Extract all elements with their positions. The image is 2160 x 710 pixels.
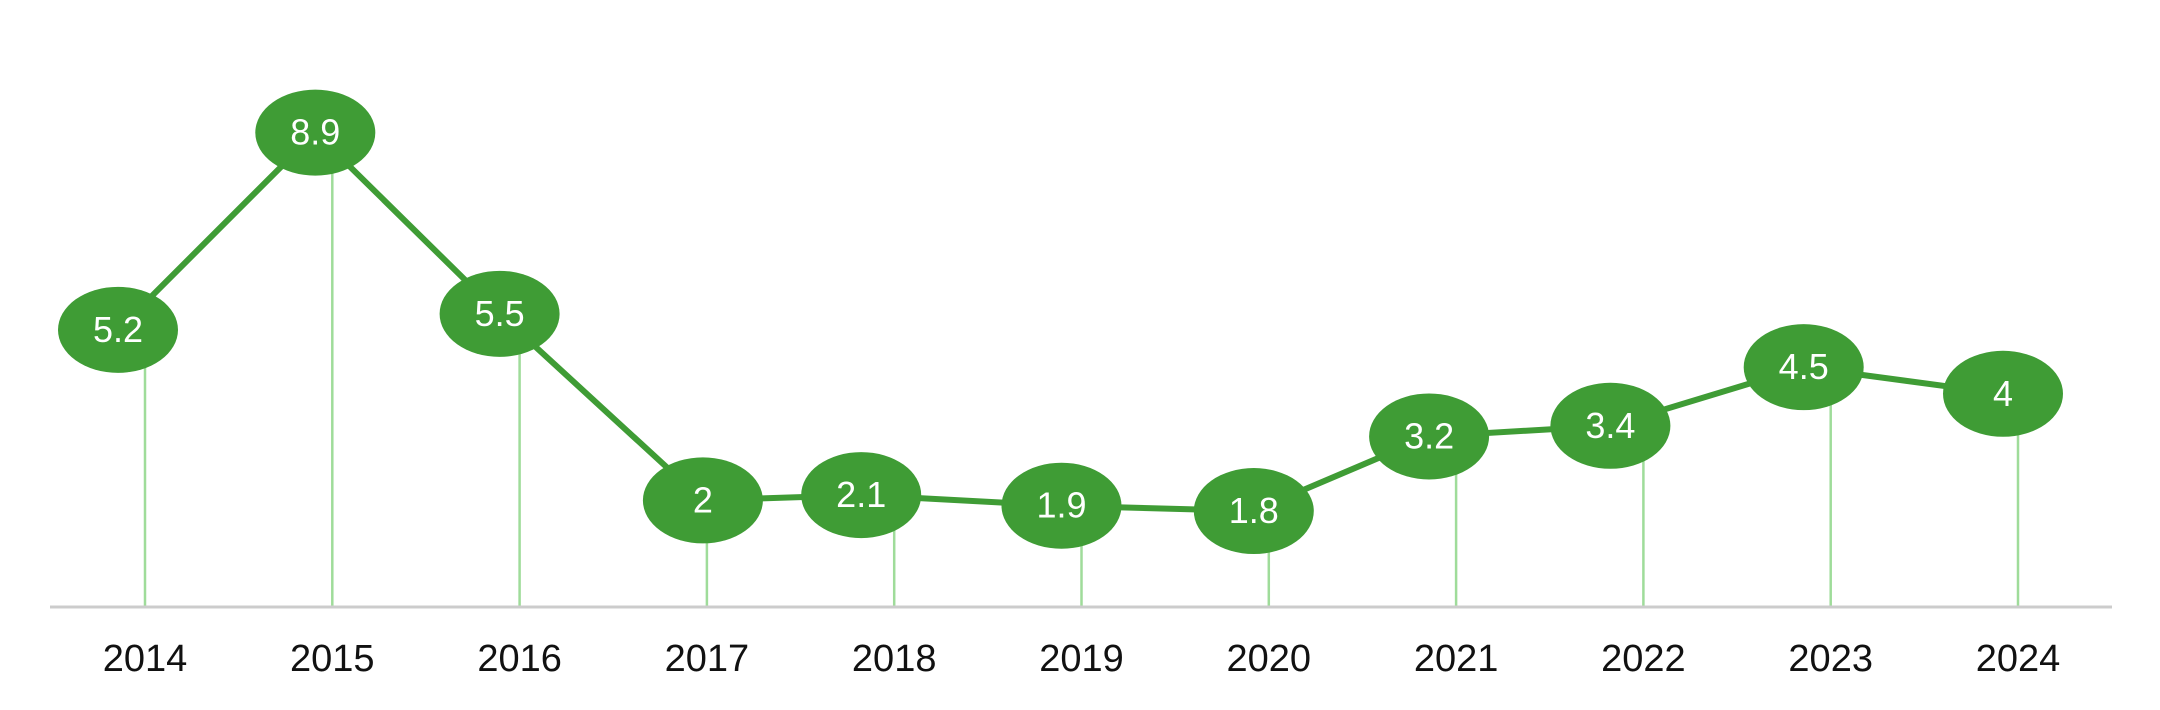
x-tick-label-2019: 2019: [1039, 638, 1124, 680]
data-point-2021: [1369, 393, 1490, 480]
data-point-2014: [58, 286, 178, 373]
data-label-2018: 2.1: [836, 474, 886, 515]
data-label-2020: 1.8: [1229, 490, 1279, 531]
data-point-2018: [801, 452, 922, 539]
data-label-2015: 8.9: [290, 112, 340, 153]
series-line: [115, 129, 2004, 515]
x-tick-label-2017: 2017: [665, 638, 750, 680]
data-label-2016: 5.5: [475, 293, 525, 334]
data-label-2022: 3.4: [1585, 405, 1635, 446]
data-point-2017: [642, 457, 763, 544]
data-label-2014: 5.2: [93, 309, 143, 350]
x-tick-label-2023: 2023: [1788, 638, 1873, 680]
x-tick-label-2020: 2020: [1227, 638, 1312, 680]
x-tick-label-2024: 2024: [1976, 638, 2061, 680]
data-point-2024: [1943, 350, 2063, 437]
x-tick-label-2014: 2014: [103, 638, 188, 680]
data-point-2019: [1001, 462, 1122, 549]
x-tick-label-2021: 2021: [1414, 638, 1499, 680]
data-point-2020: [1193, 468, 1314, 555]
data-label-2019: 1.9: [1036, 485, 1086, 526]
data-label-2017: 2: [693, 479, 713, 520]
data-label-2024: 4: [1993, 373, 2013, 414]
x-tick-labels: 2014 2015 2016 2017 2018 2019 2020 2021 2022 2023…: [103, 638, 2061, 680]
x-tick-label-2022: 2022: [1601, 638, 1686, 680]
x-tick-label-2015: 2015: [290, 638, 375, 680]
data-point-2022: [1550, 382, 1671, 469]
data-labels: 5.2 8.9 5.5 2 2.1 1.9 1.8 3.2 3.4 4.5 4: [93, 112, 2013, 531]
series-group: [115, 129, 2004, 515]
data-label-2021: 3.2: [1404, 415, 1454, 456]
markers: [58, 89, 2063, 555]
x-tick-label-2016: 2016: [477, 638, 562, 680]
data-point-2016: [439, 270, 560, 357]
data-point-2023: [1743, 324, 1864, 411]
data-point-2015: [255, 89, 376, 176]
x-tick-label-2018: 2018: [852, 638, 937, 680]
data-label-2023: 4.5: [1779, 346, 1829, 387]
